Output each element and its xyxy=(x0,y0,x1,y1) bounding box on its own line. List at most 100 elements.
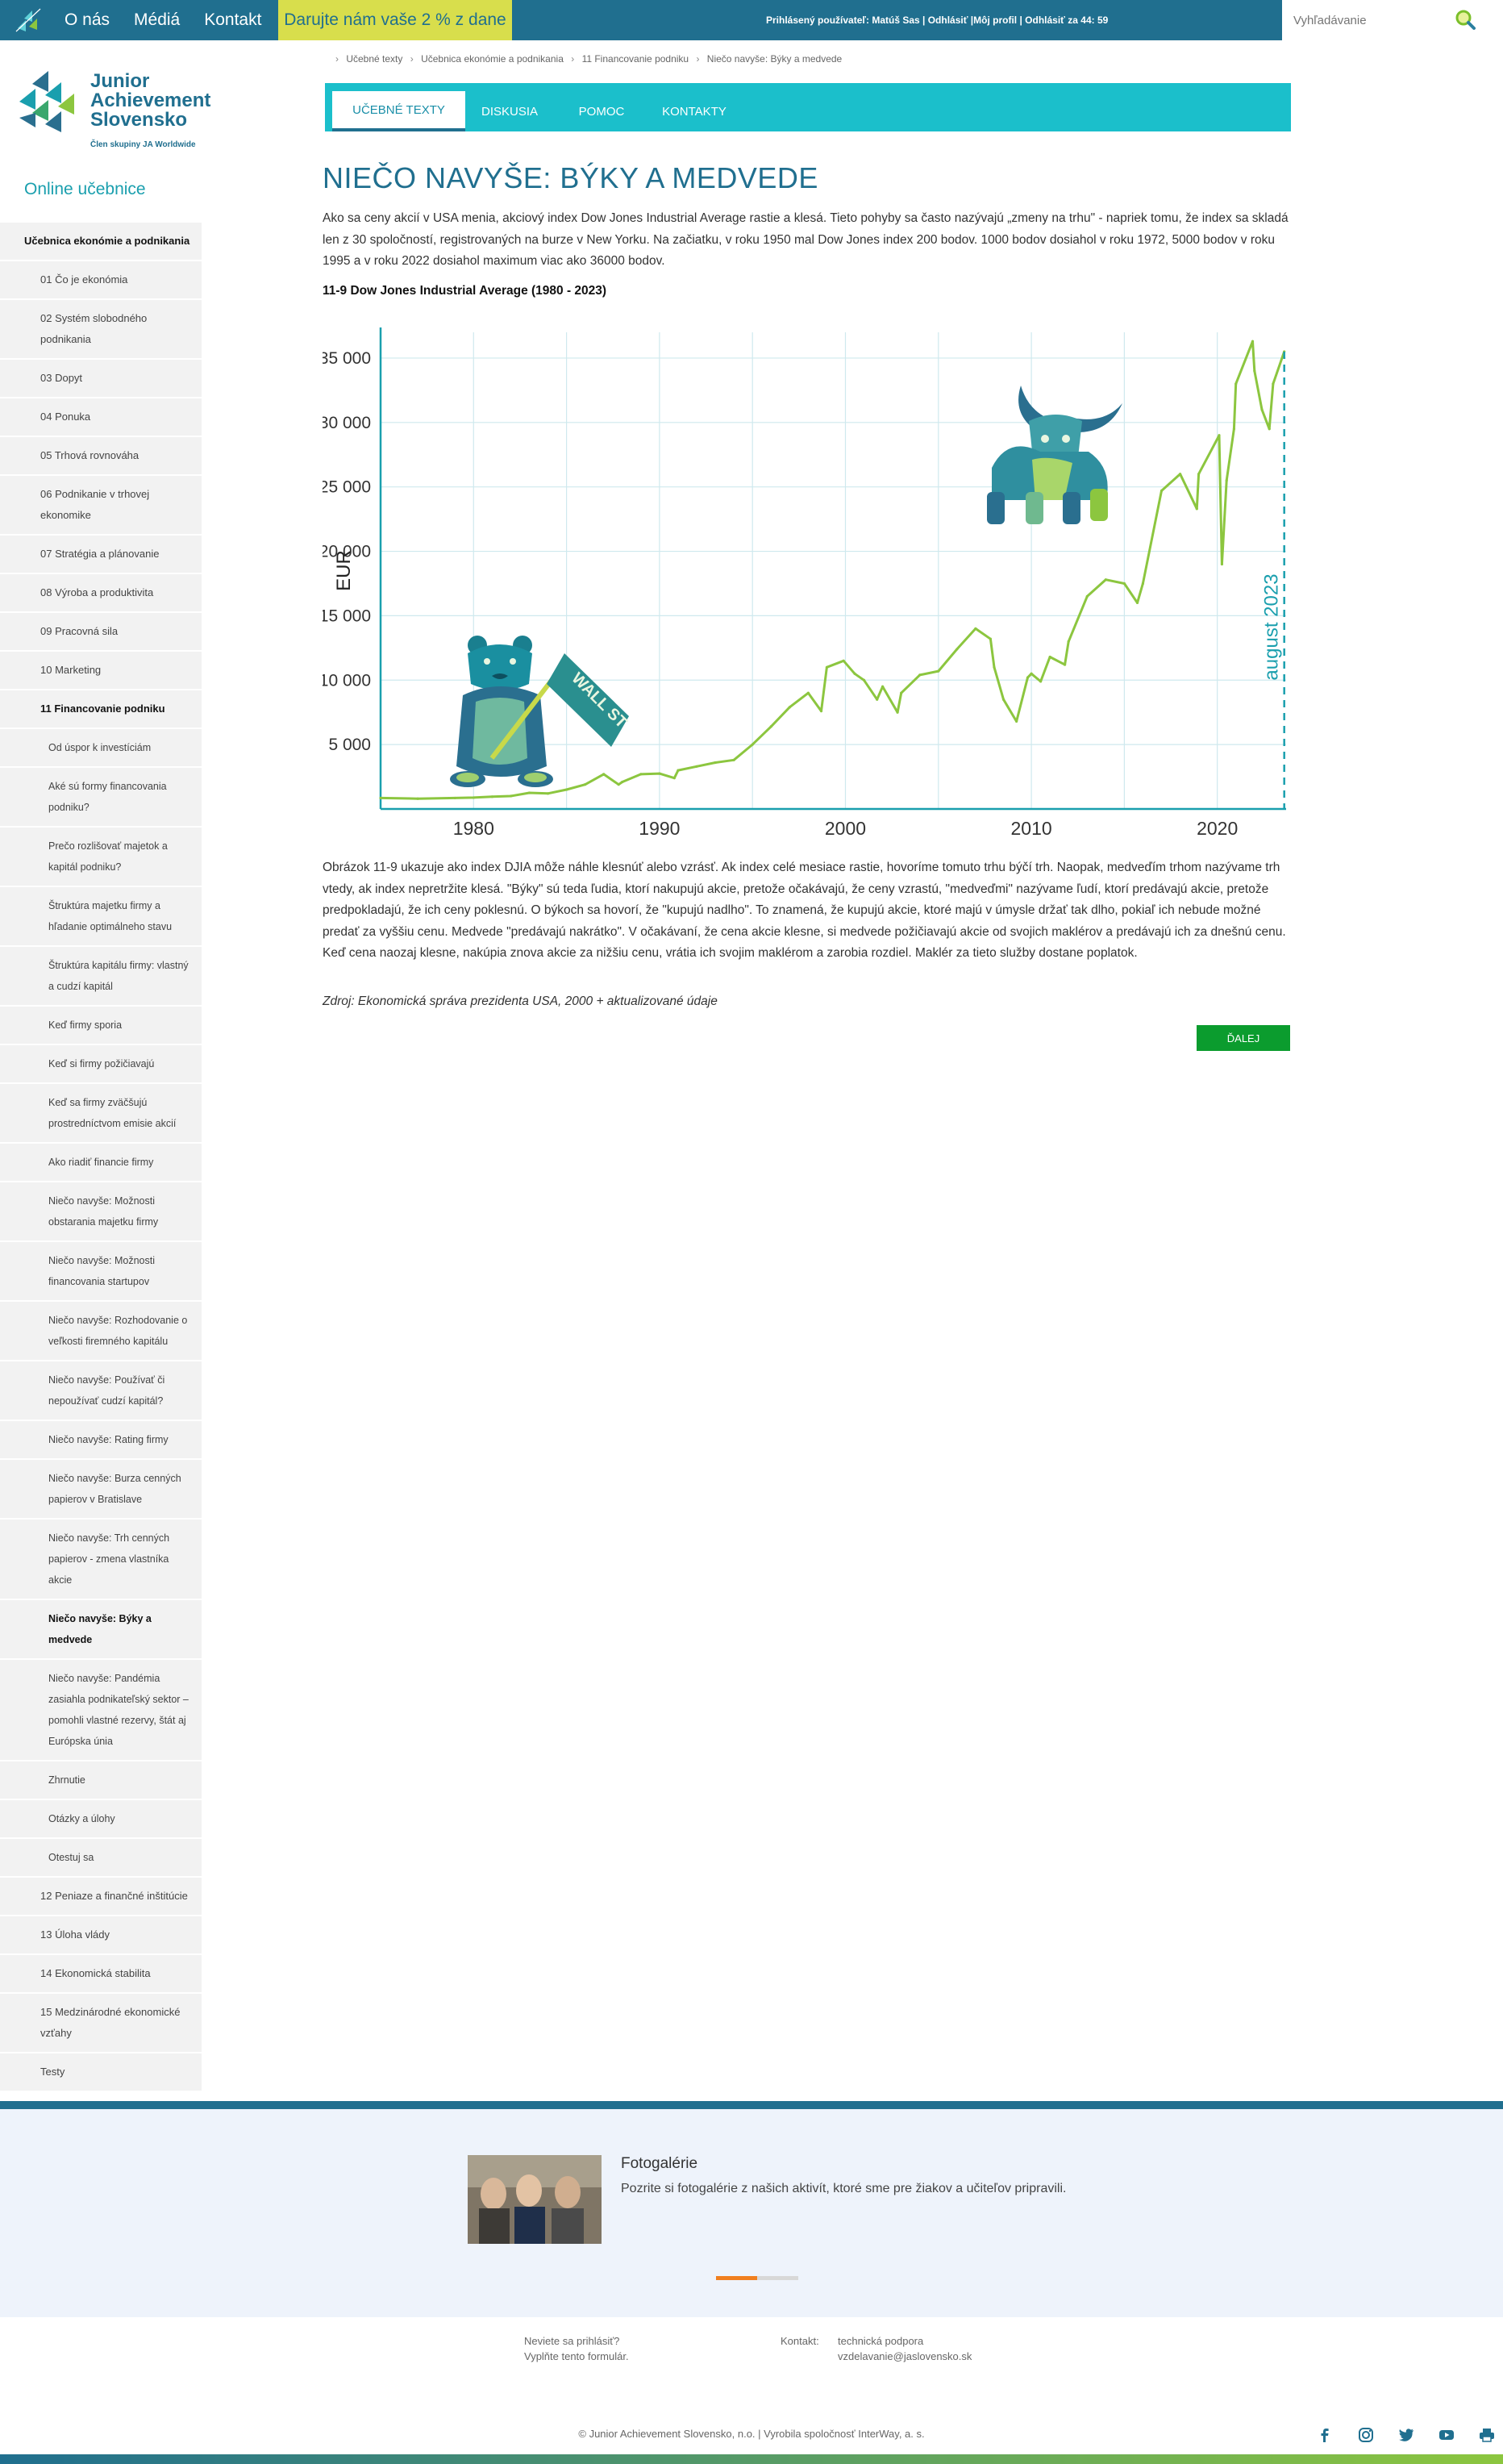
sidebar-item[interactable]: 09 Pracovná sila xyxy=(0,613,202,652)
sidebar-item[interactable]: 02 Systém slobodného podnikania xyxy=(0,300,202,360)
ja-logo-mark-icon[interactable] xyxy=(15,7,42,33)
sidebar-item[interactable]: 10 Marketing xyxy=(0,652,202,690)
sidebar-item[interactable]: Keď si firmy požičiavajú xyxy=(0,1045,202,1084)
chevron-right-icon: › xyxy=(696,53,700,65)
sidebar-item[interactable]: 05 Trhová rovnováha xyxy=(0,437,202,476)
brand-line-3: Slovensko xyxy=(90,109,187,131)
data-point xyxy=(732,758,735,761)
user-info[interactable]: Prihlásený používateľ: Matúš Sas | Odhlá… xyxy=(766,15,1109,26)
sidebar-item[interactable]: Učebnica ekonómie a podnikania xyxy=(0,223,202,261)
contact-label: Kontakt: xyxy=(781,2335,819,2347)
sidebar-title[interactable]: Online učebnice xyxy=(24,180,146,198)
tab-contacts[interactable]: KONTAKTY xyxy=(662,104,727,119)
x-tick-label: 2000 xyxy=(825,818,866,839)
nav-link-contact[interactable]: Kontakt xyxy=(204,10,262,29)
sidebar-item[interactable]: Testy xyxy=(0,2053,202,2092)
search-input[interactable] xyxy=(1293,10,1455,31)
sidebar-item[interactable]: 03 Dopyt xyxy=(0,360,202,398)
print-icon[interactable] xyxy=(1478,2426,1496,2444)
breadcrumb-item[interactable]: 11 Financovanie podniku xyxy=(581,53,689,65)
top-bar: O nás Médiá Kontakt Darujte nám vaše 2 %… xyxy=(0,0,1503,40)
next-button[interactable]: ĎALEJ xyxy=(1197,1025,1290,1051)
sidebar-item[interactable]: 14 Ekonomická stabilita xyxy=(0,1955,202,1994)
contact-email-link[interactable]: vzdelavanie@jaslovensko.sk xyxy=(838,2350,972,2362)
sidebar-item[interactable]: Keď sa firmy zväčšujú prostredníctvom em… xyxy=(0,1084,202,1144)
data-point xyxy=(527,791,531,794)
brand-tagline: Člen skupiny JA Worldwide xyxy=(90,139,196,149)
breadcrumb-item[interactable]: Učebné texty xyxy=(346,53,403,65)
carousel-indicator[interactable] xyxy=(716,2276,757,2280)
sidebar-item[interactable]: 08 Výroba a produktivita xyxy=(0,574,202,613)
tab-help[interactable]: POMOC xyxy=(578,104,625,119)
y-tick-label: 30 000 xyxy=(323,414,371,432)
carousel-track[interactable] xyxy=(716,2276,798,2280)
donate-banner[interactable]: Darujte nám vaše 2 % z dane xyxy=(278,0,512,40)
sidebar-item[interactable]: Štruktúra majetku firmy a hľadanie optim… xyxy=(0,887,202,947)
chart-line-layer xyxy=(379,340,1286,809)
data-point xyxy=(695,765,698,768)
sidebar-item[interactable]: 04 Ponuka xyxy=(0,398,202,437)
tab-texts[interactable]: UČEBNÉ TEXTY xyxy=(332,91,465,131)
twitter-icon[interactable] xyxy=(1397,2426,1415,2444)
sidebar-item[interactable]: Ako riadiť financie firmy xyxy=(0,1144,202,1182)
data-point xyxy=(769,725,772,728)
sidebar-item[interactable]: 01 Čo je ekonómia xyxy=(0,261,202,300)
sidebar-item[interactable]: Niečo navyše: Pandémia zasiahla podnikat… xyxy=(0,1660,202,1761)
ja-triangles-icon xyxy=(19,71,74,132)
data-point xyxy=(453,796,456,800)
facebook-icon[interactable] xyxy=(1316,2426,1334,2444)
data-point xyxy=(1253,369,1256,373)
sidebar-item[interactable]: 15 Medzinárodné ekonomické vzťahy xyxy=(0,1994,202,2053)
login-help-form-link[interactable]: Vyplňte tento formulár. xyxy=(524,2350,629,2362)
brand-logo[interactable]: Junior Achievement Slovensko Člen skupin… xyxy=(16,63,234,160)
sidebar-item[interactable]: Niečo navyše: Burza cenných papierov v B… xyxy=(0,1460,202,1520)
sidebar-item[interactable]: 13 Úloha vlády xyxy=(0,1916,202,1955)
data-point xyxy=(714,761,717,765)
sidebar-item[interactable]: 11 Financovanie podniku xyxy=(0,690,202,729)
chart-label-layer: 5 000 10 000 15 000 20 000 25 000 30 000 35 00… xyxy=(323,349,1283,839)
gallery-thumbnail[interactable] xyxy=(468,2155,602,2244)
sidebar-item[interactable]: Od úspor k investíciám xyxy=(0,729,202,768)
sidebar-item[interactable]: Otázky a úlohy xyxy=(0,1800,202,1839)
data-point xyxy=(1218,434,1221,437)
breadcrumb-item[interactable]: Učebnica ekonómie a podnikania xyxy=(421,53,564,65)
sidebar-item[interactable]: Niečo navyše: Možnosti financovania star… xyxy=(0,1242,202,1302)
login-help-question: Neviete sa prihlásiť? xyxy=(524,2335,620,2347)
sidebar-item[interactable]: Otestuj sa xyxy=(0,1839,202,1878)
sidebar-item[interactable]: Niečo navyše: Býky a medvede xyxy=(0,1600,202,1660)
chart-axes xyxy=(379,327,1286,811)
data-point xyxy=(788,706,791,709)
instagram-icon[interactable] xyxy=(1357,2426,1375,2444)
x-tick-label: 1990 xyxy=(639,818,680,839)
sidebar-item[interactable]: Niečo navyše: Rating firmy xyxy=(0,1421,202,1460)
footer-links: Neviete sa prihlásiť? Vyplňte tento form… xyxy=(0,2317,1503,2414)
nav-link-about[interactable]: O nás xyxy=(65,10,110,29)
sidebar-item[interactable]: Prečo rozlišovať majetok a kapitál podni… xyxy=(0,828,202,887)
data-point xyxy=(602,773,606,776)
search-icon[interactable] xyxy=(1453,8,1477,32)
sidebar-item[interactable]: Aké sú formy financovania podniku? xyxy=(0,768,202,828)
sidebar-item[interactable]: Zhrnutie xyxy=(0,1761,202,1800)
tab-discussion[interactable]: DISKUSIA xyxy=(481,104,539,119)
data-point xyxy=(416,797,419,800)
data-point xyxy=(621,780,624,784)
data-point xyxy=(1225,479,1228,482)
sidebar-item[interactable]: Štruktúra kapitálu firmy: vlastný a cudz… xyxy=(0,947,202,1007)
dow-jones-chart: WALL ST 5 000 10 000 15 000 20 000 25 000 30 … xyxy=(323,323,1294,839)
data-point xyxy=(1260,408,1264,411)
youtube-icon[interactable] xyxy=(1438,2426,1455,2444)
sidebar-item[interactable]: Niečo navyše: Používať či nepoužívať cud… xyxy=(0,1361,202,1421)
sidebar-item[interactable]: Niečo navyše: Trh cenných papierov - zme… xyxy=(0,1520,202,1600)
bull-illustration xyxy=(987,386,1122,524)
data-point xyxy=(1268,427,1271,431)
gallery-title[interactable]: Fotogalérie xyxy=(621,2155,698,2172)
nav-link-media[interactable]: Médiá xyxy=(134,10,181,29)
sidebar-item[interactable]: 12 Peniaze a finančné inštitúcie xyxy=(0,1878,202,1916)
sidebar-item[interactable]: 07 Stratégia a plánovanie xyxy=(0,536,202,574)
y-tick-label: 5 000 xyxy=(328,736,371,754)
sidebar-item[interactable]: Niečo navyše: Rozhodovanie o veľkosti fi… xyxy=(0,1302,202,1361)
contact-name: technická podpora xyxy=(838,2335,924,2347)
sidebar-item[interactable]: Keď firmy sporia xyxy=(0,1007,202,1045)
sidebar-item[interactable]: 06 Podnikanie v trhovej ekonomike xyxy=(0,476,202,536)
sidebar-item[interactable]: Niečo navyše: Možnosti obstarania majetk… xyxy=(0,1182,202,1242)
